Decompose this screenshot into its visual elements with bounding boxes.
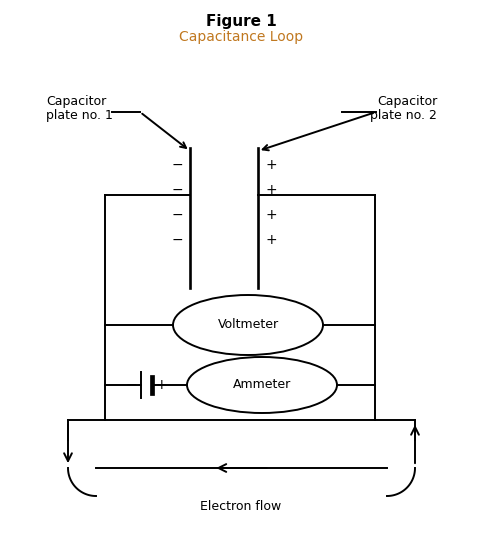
Ellipse shape	[173, 295, 323, 355]
Text: plate no. 1: plate no. 1	[46, 109, 113, 122]
Text: Figure 1: Figure 1	[206, 14, 276, 29]
Text: Electron flow: Electron flow	[201, 500, 281, 513]
Text: Voltmeter: Voltmeter	[217, 319, 279, 332]
Text: +: +	[265, 233, 277, 247]
Ellipse shape	[187, 357, 337, 413]
Text: −: −	[125, 378, 137, 392]
Text: −: −	[171, 208, 183, 222]
Text: −: −	[171, 183, 183, 197]
Text: +: +	[265, 183, 277, 197]
Text: +: +	[265, 158, 277, 172]
Text: −: −	[171, 158, 183, 172]
Text: Capacitance Loop: Capacitance Loop	[179, 30, 303, 44]
Text: Capacitor: Capacitor	[46, 95, 106, 108]
Text: Ammeter: Ammeter	[233, 378, 291, 391]
Text: Capacitor: Capacitor	[377, 95, 437, 108]
Text: plate no. 2: plate no. 2	[370, 109, 437, 122]
Text: −: −	[171, 233, 183, 247]
Text: +: +	[265, 208, 277, 222]
Text: +: +	[155, 378, 167, 392]
